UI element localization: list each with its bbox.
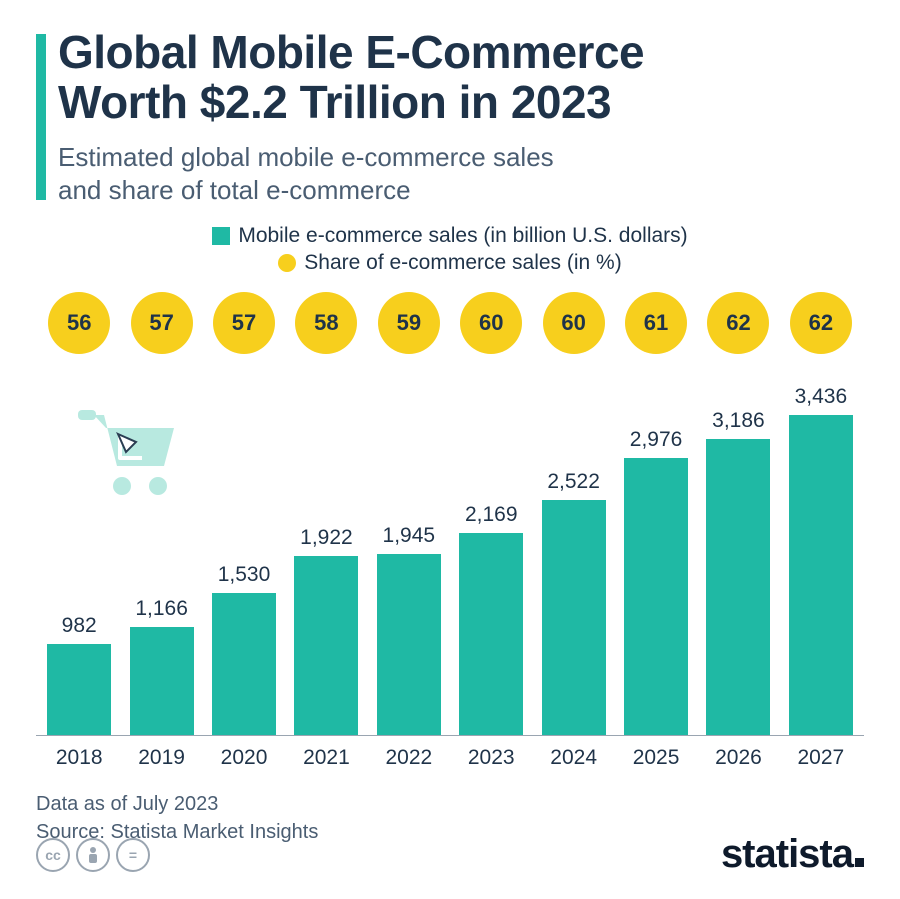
years-row: 2018 2019 2020 2021 2022 2023 2024 2025 2026 2027 [36, 736, 864, 770]
legend-label-sales: Mobile e-commerce sales (in billion U.S.… [238, 224, 687, 248]
sales-bar [459, 533, 523, 735]
share-circle: 59 [378, 292, 440, 354]
year-label: 2022 [385, 746, 432, 770]
year-label: 2023 [468, 746, 515, 770]
share-circle: 57 [213, 292, 275, 354]
sales-bar [294, 556, 358, 735]
legend-swatch-circle [278, 254, 296, 272]
title-line-2: Worth $2.2 Trillion in 2023 [58, 76, 611, 128]
chart-title: Global Mobile E-Commerce Worth $2.2 Tril… [58, 28, 864, 127]
brand-text: statista [721, 832, 853, 876]
chart-header: Global Mobile E-Commerce Worth $2.2 Tril… [36, 28, 864, 206]
share-circle: 58 [295, 292, 357, 354]
title-line-1: Global Mobile E-Commerce [58, 26, 644, 78]
cc-icon: cc [36, 838, 70, 872]
sales-bar [706, 439, 770, 736]
subtitle-line-2: and share of total e-commerce [58, 175, 411, 205]
bar-value-label: 1,166 [135, 597, 188, 621]
year-label: 2019 [138, 746, 185, 770]
share-circle: 62 [790, 292, 852, 354]
legend-item-sales: Mobile e-commerce sales (in billion U.S.… [212, 224, 687, 248]
year-label: 2026 [715, 746, 762, 770]
legend-swatch-square [212, 227, 230, 245]
year-label: 2020 [221, 746, 268, 770]
year-label: 2018 [56, 746, 103, 770]
sales-bar [377, 554, 441, 735]
year-label: 2024 [550, 746, 597, 770]
bar-value-label: 2,976 [630, 428, 683, 452]
bars-area: 982 1,166 1,530 1,922 1,945 2,169 2,522 2,976 3,… [36, 376, 864, 736]
brand-dot-icon [855, 858, 864, 867]
sales-bar [542, 500, 606, 735]
bar-value-label: 1,530 [218, 563, 271, 587]
legend-label-share: Share of e-commerce sales (in %) [304, 251, 621, 275]
subtitle-line-1: Estimated global mobile e-commerce sales [58, 142, 554, 172]
bars-row: 982 1,166 1,530 1,922 1,945 2,169 2,522 2,976 3,… [36, 376, 864, 735]
share-circle: 57 [131, 292, 193, 354]
brand-logo: statista [721, 832, 864, 877]
bar-value-label: 2,522 [547, 470, 600, 494]
cc-license-icons: cc = [36, 838, 150, 872]
sales-bar [624, 458, 688, 735]
sales-bar [212, 593, 276, 735]
bar-value-label: 2,169 [465, 503, 518, 527]
share-circle: 60 [543, 292, 605, 354]
chart-footer: cc = statista [36, 832, 864, 877]
chart-legend: Mobile e-commerce sales (in billion U.S.… [36, 224, 864, 278]
bar-value-label: 1,922 [300, 526, 353, 550]
share-circle: 62 [707, 292, 769, 354]
year-label: 2025 [633, 746, 680, 770]
bar-value-label: 3,186 [712, 409, 765, 433]
share-circle: 56 [48, 292, 110, 354]
share-circles-row: 56 57 57 58 59 60 60 61 62 62 [36, 292, 864, 354]
cc-nd-icon: = [116, 838, 150, 872]
bar-value-label: 1,945 [383, 524, 436, 548]
chart-area: 56 57 57 58 59 60 60 61 62 62 982 1,166 1,530 1,922 1… [36, 292, 864, 770]
share-circle: 60 [460, 292, 522, 354]
footnote-date: Data as of July 2023 [36, 790, 864, 818]
cc-by-icon [76, 838, 110, 872]
bar-value-label: 3,436 [795, 385, 848, 409]
sales-bar [47, 644, 111, 735]
year-label: 2021 [303, 746, 350, 770]
share-circle: 61 [625, 292, 687, 354]
bar-value-label: 982 [62, 614, 97, 638]
sales-bar [789, 415, 853, 735]
accent-bar [36, 34, 46, 200]
sales-bar [130, 627, 194, 736]
legend-item-share: Share of e-commerce sales (in %) [278, 251, 621, 275]
chart-subtitle: Estimated global mobile e-commerce sales… [58, 141, 864, 206]
year-label: 2027 [798, 746, 845, 770]
